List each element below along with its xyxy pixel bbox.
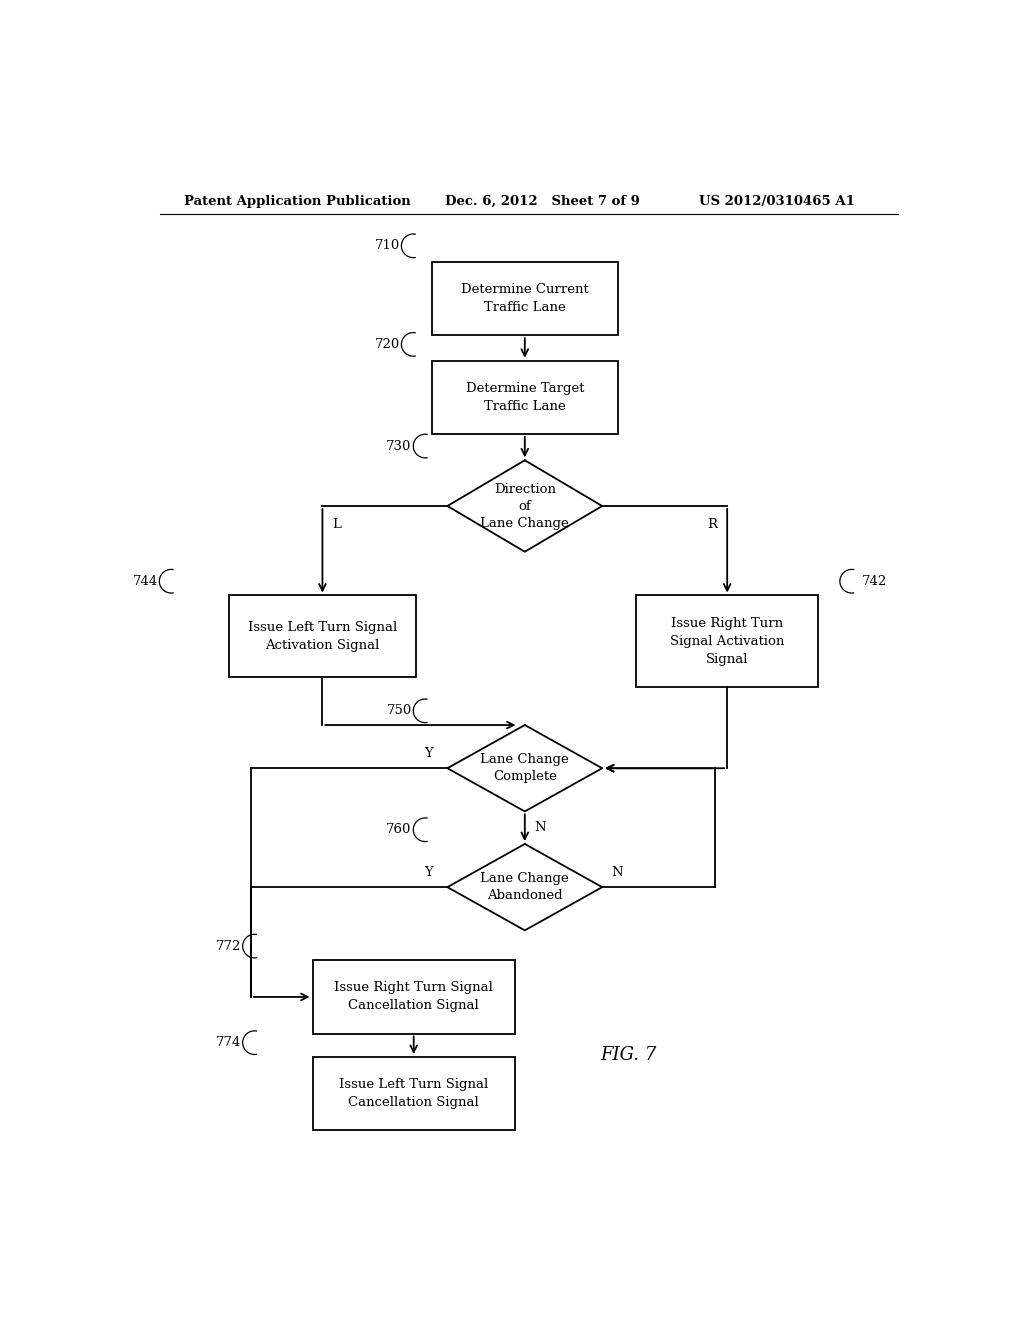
Polygon shape: [447, 461, 602, 552]
Text: 760: 760: [386, 824, 412, 837]
Text: 774: 774: [216, 1036, 241, 1049]
FancyBboxPatch shape: [312, 1057, 515, 1130]
Text: 772: 772: [216, 940, 241, 953]
Text: Determine Target
Traffic Lane: Determine Target Traffic Lane: [466, 381, 584, 413]
Text: 742: 742: [862, 574, 888, 587]
Text: Lane Change
Abandoned: Lane Change Abandoned: [480, 873, 569, 902]
Text: N: N: [611, 866, 624, 879]
FancyBboxPatch shape: [636, 595, 818, 686]
Text: Dec. 6, 2012   Sheet 7 of 9: Dec. 6, 2012 Sheet 7 of 9: [445, 194, 640, 207]
Text: FIG. 7: FIG. 7: [600, 1045, 656, 1064]
Polygon shape: [447, 843, 602, 931]
Text: US 2012/0310465 A1: US 2012/0310465 A1: [699, 194, 855, 207]
Text: 720: 720: [375, 338, 399, 351]
Text: Issue Left Turn Signal
Cancellation Signal: Issue Left Turn Signal Cancellation Sign…: [339, 1078, 488, 1109]
Text: Determine Current
Traffic Lane: Determine Current Traffic Lane: [461, 284, 589, 314]
Text: R: R: [708, 519, 718, 531]
Text: Lane Change
Complete: Lane Change Complete: [480, 754, 569, 783]
Text: Direction
of
Lane Change: Direction of Lane Change: [480, 483, 569, 529]
Polygon shape: [447, 725, 602, 812]
Text: 750: 750: [386, 705, 412, 717]
Text: Issue Right Turn
Signal Activation
Signal: Issue Right Turn Signal Activation Signa…: [670, 616, 784, 665]
Text: N: N: [535, 821, 546, 834]
FancyBboxPatch shape: [431, 360, 618, 434]
Text: L: L: [332, 519, 341, 531]
Text: 710: 710: [375, 239, 399, 252]
FancyBboxPatch shape: [229, 595, 416, 677]
Text: Y: Y: [424, 747, 433, 760]
FancyBboxPatch shape: [312, 961, 515, 1034]
Text: 730: 730: [386, 440, 412, 453]
Text: Y: Y: [424, 866, 433, 879]
Text: 744: 744: [132, 574, 158, 587]
Text: Issue Right Turn Signal
Cancellation Signal: Issue Right Turn Signal Cancellation Sig…: [334, 982, 494, 1012]
FancyBboxPatch shape: [431, 263, 618, 335]
Text: Issue Left Turn Signal
Activation Signal: Issue Left Turn Signal Activation Signal: [248, 620, 397, 652]
Text: Patent Application Publication: Patent Application Publication: [183, 194, 411, 207]
